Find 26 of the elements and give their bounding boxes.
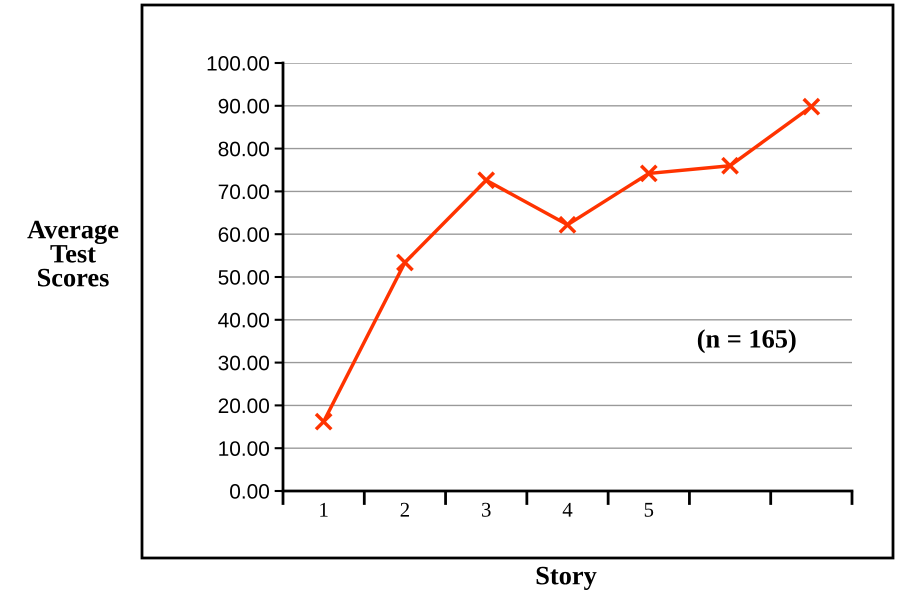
point xyxy=(639,164,658,183)
annotation: (n = 165) xyxy=(698,329,796,354)
y-tick-label: 0.00 xyxy=(230,484,269,499)
y-axis-title: Average Test Scores xyxy=(27,220,118,287)
x-axis-title: Story xyxy=(536,566,597,590)
x-tick-label: 2 xyxy=(400,502,409,517)
x-tick-label: 4 xyxy=(562,502,572,517)
y-tick-label: 30.00 xyxy=(218,356,269,370)
x-tick-label: 1 xyxy=(320,502,328,517)
point xyxy=(476,170,496,190)
y-tick-label: 40.00 xyxy=(218,312,269,328)
point xyxy=(802,97,821,116)
y-tick-label: 100.00 xyxy=(208,56,269,71)
point xyxy=(396,253,414,272)
y-tick-label: 90.00 xyxy=(218,98,269,114)
y-tick-label: 20.00 xyxy=(218,398,269,414)
point xyxy=(720,156,740,176)
x-tick-label: 3 xyxy=(482,502,491,517)
y-tick-label: 60.00 xyxy=(218,227,269,242)
point xyxy=(314,412,334,432)
y-tick-label: 10.00 xyxy=(219,441,269,456)
point xyxy=(558,215,577,234)
y-tick-label: 80.00 xyxy=(218,142,269,156)
x-tick-label: 5 xyxy=(644,502,654,517)
y-tick-label: 70.00 xyxy=(218,184,269,200)
y-tick-label: 50.00 xyxy=(218,270,269,285)
